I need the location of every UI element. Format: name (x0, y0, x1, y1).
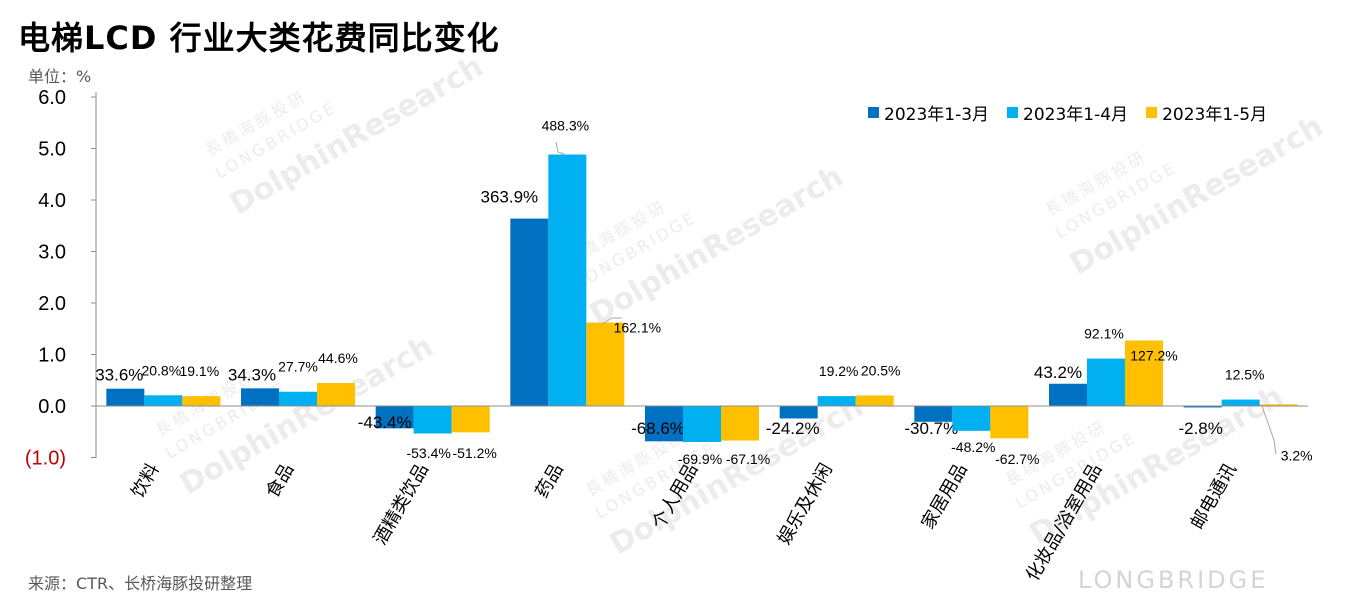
data-label: 363.9% (480, 188, 538, 207)
legend-label-s0: 2023年1-3月 (884, 105, 990, 125)
data-label: -67.1% (726, 451, 770, 467)
bar-0-2 (182, 396, 221, 406)
bar-1-2 (317, 383, 355, 406)
data-label: -30.7% (904, 419, 958, 438)
bar-3-0 (510, 218, 549, 406)
leader-line (1261, 405, 1277, 455)
data-label: -62.7% (995, 451, 1039, 467)
x-category-label: 食品 (262, 460, 298, 502)
chart-legend: 2023年1-3月 2023年1-4月 2023年1-5月 (868, 100, 1267, 125)
bar-5-0 (779, 406, 818, 419)
data-label: -2.8% (1178, 419, 1222, 438)
bar-7-2 (1125, 340, 1163, 406)
bar-2-1 (413, 406, 452, 434)
x-category-label: 个人用品 (648, 460, 702, 533)
legend-item-s1: 2023年1-4月 (1007, 100, 1128, 125)
source-note: 来源：CTR、长桥海豚投研整理 (28, 574, 253, 593)
bar-0-0 (106, 388, 145, 406)
bar-0-1 (144, 395, 183, 406)
leader-line (555, 141, 565, 155)
data-label: 44.6% (318, 350, 358, 366)
bar-3-2 (586, 322, 625, 406)
bar-2-0 (375, 406, 414, 429)
data-label: 12.5% (1225, 367, 1265, 383)
legend-swatch-s0 (868, 107, 879, 118)
y-tick-label: (1.0) (25, 448, 66, 470)
data-label: -43.4% (358, 413, 412, 432)
y-tick-label: 2.0 (38, 293, 66, 315)
bar-4-1 (683, 406, 721, 442)
bar-3-1 (548, 154, 587, 406)
data-label: 20.8% (141, 362, 181, 378)
y-tick-label: 0.0 (38, 396, 66, 418)
bar-2-2 (451, 406, 490, 433)
y-tick-label: 6.0 (38, 87, 66, 109)
unit-label: 单位：% (28, 67, 92, 86)
data-label: 3.2% (1281, 447, 1313, 463)
y-tick-label: 5.0 (38, 139, 66, 161)
bar-6-2 (990, 406, 1029, 439)
bar-8-1 (1221, 399, 1260, 406)
data-label: -68.6% (631, 419, 685, 438)
data-label: -24.2% (766, 419, 820, 438)
bar-4-0 (645, 406, 683, 442)
x-category-label: 娱乐及休闲 (774, 460, 837, 548)
x-category-label: 药品 (531, 460, 567, 502)
data-label: 92.1% (1084, 326, 1124, 342)
y-tick-label: 1.0 (38, 345, 66, 367)
brand-watermark: LONGBRIDGE (1078, 566, 1269, 594)
bar-7-1 (1087, 358, 1125, 406)
bar-5-2 (855, 395, 894, 406)
data-label: -69.9% (678, 451, 722, 467)
y-tick-label: 3.0 (38, 242, 66, 264)
leader-line (601, 317, 622, 325)
x-category-label: 饮料 (127, 460, 163, 502)
legend-swatch-s1 (1007, 107, 1019, 118)
bar-1-1 (279, 391, 317, 406)
bar-8-0 (1183, 406, 1222, 408)
data-label: -48.2% (951, 439, 995, 455)
y-tick-label: 4.0 (38, 190, 66, 212)
bar-4-2 (721, 406, 759, 441)
data-label: 127.2% (1130, 347, 1177, 363)
data-label: 33.6% (95, 366, 143, 385)
data-label: 19.2% (819, 363, 859, 379)
data-label: -53.4% (406, 445, 450, 461)
legend-item-s2: 2023年1-5月 (1146, 100, 1267, 125)
chart-title: 电梯LCD 行业大类花费同比变化 (18, 19, 500, 57)
x-category-label: 邮电通讯 (1187, 460, 1241, 533)
bar-6-0 (914, 406, 953, 422)
bar-8-2 (1259, 404, 1298, 406)
bar-6-1 (952, 406, 991, 431)
bar-7-0 (1049, 383, 1087, 406)
data-label: -51.2% (452, 445, 496, 461)
x-category-label: 家居用品 (917, 460, 971, 533)
data-label: 34.3% (228, 365, 276, 384)
bar-5-1 (817, 396, 856, 406)
legend-swatch-s2 (1146, 107, 1158, 118)
data-label: 488.3% (542, 118, 589, 134)
data-label: 162.1% (614, 320, 661, 336)
data-label: 27.7% (278, 359, 318, 375)
legend-label-s2: 2023年1-5月 (1162, 105, 1268, 125)
bar-1-0 (241, 388, 279, 406)
legend-item-s0: 2023年1-3月 (868, 100, 989, 125)
data-label: 20.5% (861, 362, 901, 378)
legend-label-s1: 2023年1-4月 (1023, 105, 1129, 125)
x-category-label: 酒精类饮品 (370, 460, 433, 548)
data-label: 43.2% (1034, 363, 1082, 382)
data-label: 19.1% (179, 363, 219, 379)
